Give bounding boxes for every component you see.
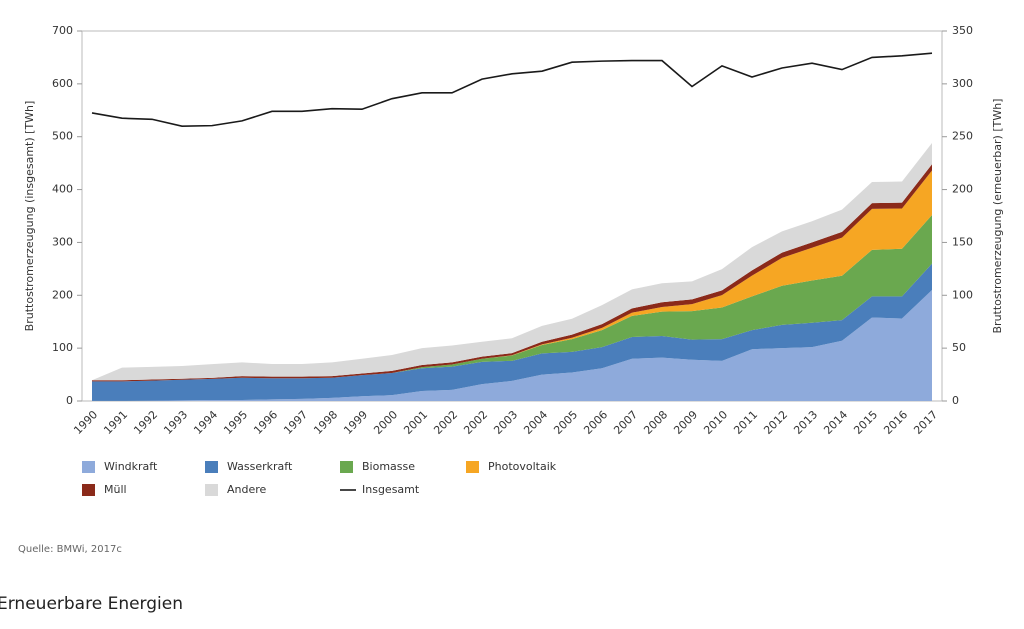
y-tick-label: 500 [52, 130, 73, 143]
y-tick-label: 700 [52, 24, 73, 37]
y2-tick-label: 0 [952, 394, 959, 407]
legend-swatch [205, 484, 218, 496]
x-tick-label: 2016 [881, 408, 910, 437]
x-tick-label: 2001 [401, 408, 430, 437]
x-tick-label: 2000 [371, 408, 400, 437]
area [92, 143, 932, 381]
area [92, 214, 932, 382]
line [91, 52, 933, 127]
y2-tick-label: 250 [952, 130, 973, 143]
y2-axis-label: Bruttostromerzeugung (erneuerbar) [TWh] [991, 99, 1004, 334]
x-tick-label: 1994 [191, 408, 220, 437]
legend-swatch [205, 461, 218, 473]
area [92, 170, 932, 382]
x-tick-label: 1998 [311, 408, 340, 437]
legend-swatch [82, 461, 95, 473]
x-tick-label: 2007 [611, 408, 640, 437]
x-tick-label: 2009 [671, 408, 700, 437]
y-tick-label: 0 [66, 394, 73, 407]
y-tick-label: 300 [52, 235, 73, 248]
legend-label: Andere [227, 483, 267, 496]
x-tick-label: 2002 [461, 408, 490, 437]
legend-label: Insgesamt [362, 483, 420, 496]
x-tick-label: 2011 [731, 408, 760, 437]
x-tick-label: 1990 [71, 408, 100, 437]
y-tick-label: 200 [52, 288, 73, 301]
x-tick-label: 1993 [161, 408, 190, 437]
x-tick-label: 2017 [911, 408, 940, 437]
y2-tick-label: 150 [952, 235, 973, 248]
x-tick-label: 2012 [761, 408, 790, 437]
legend-label: Photovoltaik [488, 460, 557, 473]
y2-tick-label: 200 [952, 183, 973, 196]
caption: Erneuerbare Energien [0, 594, 183, 614]
y-axis-label: Bruttostromerzeugung (insgesamt) [TWh] [23, 101, 36, 332]
x-tick-label: 1997 [281, 408, 310, 437]
x-tick-label: 2002 [431, 408, 460, 437]
x-tick-label: 2004 [521, 408, 550, 437]
area [92, 290, 932, 401]
y-tick-label: 600 [52, 77, 73, 90]
x-tick-label: 2005 [551, 408, 580, 437]
x-tick-label: 1999 [341, 408, 370, 437]
y2-tick-label: 50 [952, 341, 966, 354]
legend-label: Wasserkraft [227, 460, 293, 473]
x-tick-label: 2013 [791, 408, 820, 437]
x-tick-label: 2006 [581, 408, 610, 437]
y-tick-label: 100 [52, 341, 73, 354]
legend-label: Windkraft [104, 460, 158, 473]
x-tick-label: 1995 [221, 408, 250, 437]
x-tick-label: 2015 [851, 408, 880, 437]
x-tick-label: 2008 [641, 408, 670, 437]
legend-swatch [466, 461, 479, 473]
x-tick-label: 2003 [491, 408, 520, 437]
legend-swatch [340, 461, 353, 473]
x-tick-label: 1996 [251, 408, 280, 437]
x-tick-label: 2010 [701, 408, 730, 437]
x-tick-label: 1992 [131, 408, 160, 437]
legend-label: Biomasse [362, 460, 415, 473]
area [92, 263, 932, 401]
y2-tick-label: 350 [952, 24, 973, 37]
x-tick-label: 1991 [101, 408, 130, 437]
legend-swatch [82, 484, 95, 496]
x-tick-label: 2014 [821, 408, 850, 437]
y2-tick-label: 100 [952, 288, 973, 301]
legend-label: Müll [104, 483, 127, 496]
source: Quelle: BMWi, 2017c [18, 544, 122, 555]
y-tick-label: 400 [52, 183, 73, 196]
y2-tick-label: 300 [952, 77, 973, 90]
